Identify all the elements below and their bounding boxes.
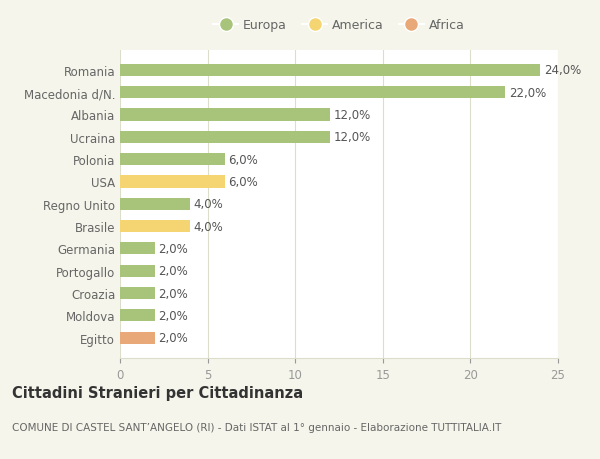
Bar (120, 198, 190, 210)
Text: 6,0%: 6,0% (229, 153, 259, 166)
Bar (120, 287, 155, 299)
Text: 2,0%: 2,0% (158, 309, 188, 322)
Text: COMUNE DI CASTEL SANT’ANGELO (RI) - Dati ISTAT al 1° gennaio - Elaborazione TUTT: COMUNE DI CASTEL SANT’ANGELO (RI) - Dati… (12, 422, 502, 432)
Bar (120, 154, 225, 166)
Text: 2,0%: 2,0% (158, 242, 188, 255)
Text: 6,0%: 6,0% (229, 175, 259, 189)
Bar (120, 243, 155, 255)
Legend: Europa, America, Africa: Europa, America, Africa (211, 17, 467, 35)
Bar (120, 176, 225, 188)
Text: 4,0%: 4,0% (194, 220, 223, 233)
Text: 2,0%: 2,0% (158, 331, 188, 344)
Text: 12,0%: 12,0% (334, 131, 371, 144)
Bar (120, 131, 330, 144)
Text: 24,0%: 24,0% (544, 64, 581, 77)
Text: 22,0%: 22,0% (509, 86, 546, 99)
Bar (120, 109, 330, 121)
Text: 4,0%: 4,0% (194, 198, 223, 211)
Text: 12,0%: 12,0% (334, 109, 371, 122)
Text: 2,0%: 2,0% (158, 287, 188, 300)
Text: 2,0%: 2,0% (158, 264, 188, 278)
Bar (120, 309, 155, 322)
Bar (120, 265, 155, 277)
Bar (120, 64, 541, 77)
Bar (120, 332, 155, 344)
Text: Cittadini Stranieri per Cittadinanza: Cittadini Stranieri per Cittadinanza (12, 386, 303, 401)
Bar (120, 87, 505, 99)
Bar (120, 220, 190, 233)
